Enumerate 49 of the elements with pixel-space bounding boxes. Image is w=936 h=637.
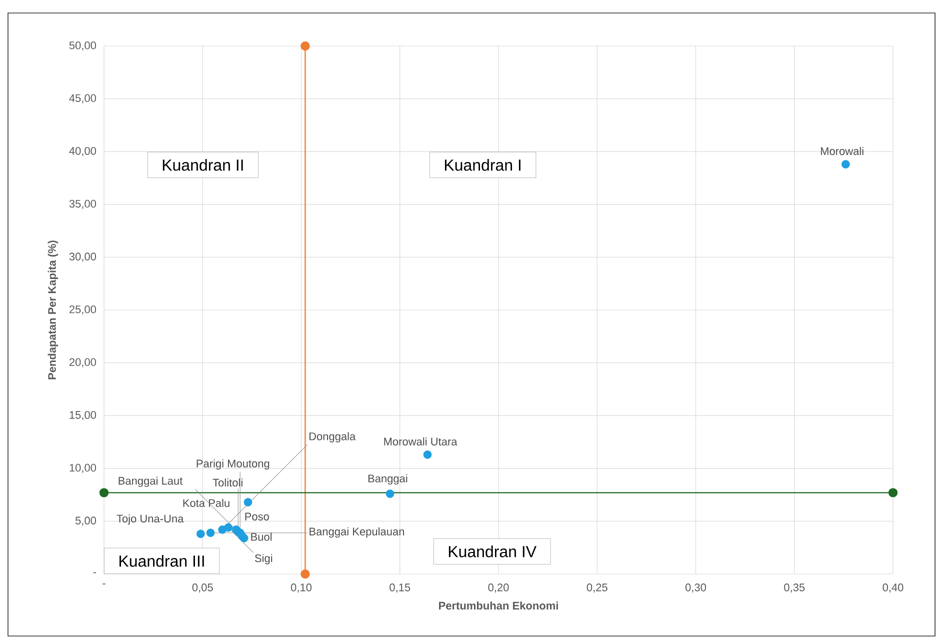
series-label: Banggai (368, 474, 408, 485)
annotation: Kuandran III (120, 555, 204, 567)
point (300, 41, 310, 51)
text: Banggai Kepulauan (310, 527, 404, 538)
x-tick-label: 0,15 (390, 584, 410, 593)
text: Parigi Moutong (196, 459, 270, 470)
y-tick-label: 50,00 (69, 41, 96, 51)
point (300, 569, 310, 579)
y-tick-label: 35,00 (69, 200, 96, 209)
point (196, 530, 205, 538)
series-label: Kota Palu (183, 498, 230, 507)
x-tick-label: 0,35 (784, 584, 805, 593)
y-tick-label: 40,00 (69, 147, 96, 156)
point (386, 490, 394, 498)
x-axis-title: Pertumbuhan Ekonomi (439, 601, 558, 610)
annotation: Kuandran IV (448, 546, 536, 558)
series-label: Morowali (820, 146, 864, 156)
series-label: Tojo Una-Una (116, 514, 184, 525)
point (244, 498, 252, 506)
x-tick-label: 0,40 (882, 584, 904, 593)
annotation: Kuandran I (444, 159, 520, 171)
y-tick-label: 30,00 (69, 252, 96, 262)
series-label: Buol (251, 532, 272, 541)
y-tick-label: 25,00 (69, 305, 96, 315)
y-tick-label: - (93, 572, 96, 574)
y-axis-title: Pendapatan Per Kapita (%) (48, 240, 58, 380)
x-tick-label: 0,25 (586, 584, 608, 593)
y-tick-label: 5,00 (76, 516, 96, 526)
text: Banggai Laut (118, 476, 183, 487)
text: Donggala (309, 432, 356, 442)
annotation: Kuandran II (162, 159, 243, 171)
x-tick-label: 0,10 (290, 584, 312, 593)
text: Tolitoli (212, 478, 242, 487)
point (206, 528, 215, 538)
x-tick-label: 0,20 (488, 584, 509, 593)
point (423, 450, 432, 459)
x-tick-label: 0,05 (192, 584, 213, 593)
x-tick-label: 0,30 (685, 584, 706, 593)
point (99, 488, 109, 498)
y-tick-label: 15,00 (70, 411, 96, 420)
point (841, 160, 850, 168)
y-tick-label: 10,00 (70, 464, 96, 473)
point (888, 488, 898, 498)
point (224, 523, 232, 532)
series-label: Poso (245, 512, 269, 520)
y-tick-label: 45,00 (69, 94, 96, 104)
series-label: Morowali Utara (384, 437, 458, 446)
text: Sigi (254, 554, 272, 564)
y-tick-label: 20,00 (69, 358, 96, 368)
